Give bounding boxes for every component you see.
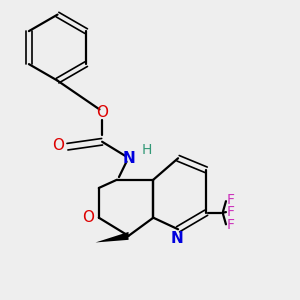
Text: F: F — [226, 205, 235, 219]
Text: O: O — [52, 137, 64, 152]
Text: N: N — [171, 231, 184, 246]
Text: F: F — [226, 218, 235, 232]
Text: O: O — [96, 104, 108, 119]
Polygon shape — [95, 232, 128, 242]
Text: N: N — [122, 151, 135, 166]
Text: H: H — [142, 143, 152, 157]
Text: O: O — [82, 209, 94, 224]
Text: F: F — [226, 193, 235, 207]
